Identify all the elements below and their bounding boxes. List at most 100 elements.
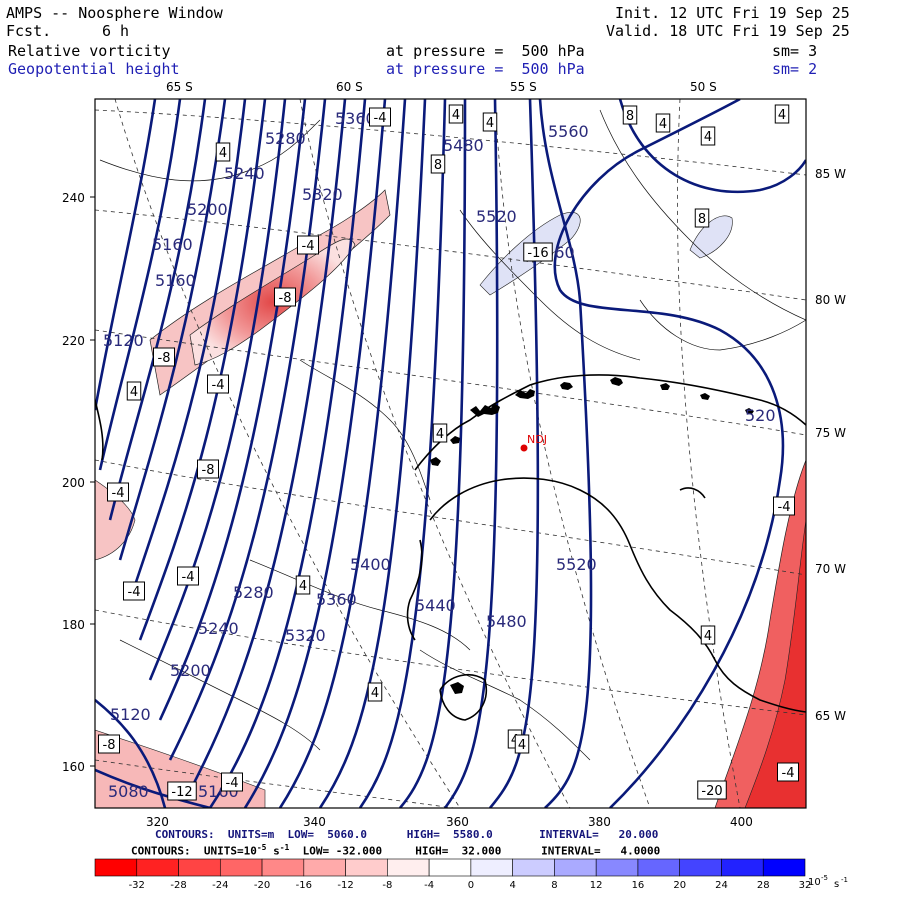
map-frame <box>94 98 807 809</box>
lat-labels-top: 65 S 60 S 55 S 50 S <box>166 80 717 94</box>
y-axis-ticks: 240 220 200 180 160 <box>62 191 95 774</box>
field2-level: at pressure = 500 hPa <box>386 60 585 78</box>
vorticity-label-text: 4 <box>778 108 786 123</box>
colorbar-swatch <box>345 858 388 877</box>
lon-label-65w: 65 W <box>815 709 846 723</box>
colorbar-label: 12 <box>590 880 603 891</box>
y-tick-180: 180 <box>62 618 85 632</box>
contour-note-height: CONTOURS: UNITS=m LOW= 5060.0 HIGH= 5580… <box>155 828 658 841</box>
colorbar-label: -16 <box>296 880 312 891</box>
colorbar-swatch <box>387 858 430 877</box>
vorticity-label: -4 <box>123 581 145 601</box>
height-label: 5480 <box>486 612 527 631</box>
vorticity-label: 4 <box>215 142 231 162</box>
colorbar-swatch <box>94 858 138 877</box>
vorticity-label-text: -4 <box>782 766 795 781</box>
colorbar-swatch <box>595 858 639 877</box>
x-tick-340: 340 <box>303 815 326 829</box>
lon-label-80w: 80 W <box>815 293 846 307</box>
contour-note-height-high: HIGH= 5580.0 <box>406 828 493 841</box>
height-label: 520 <box>745 406 776 425</box>
vorticity-label-text: 4 <box>518 738 526 753</box>
coastline <box>95 374 806 721</box>
colorbar-swatch <box>679 858 722 877</box>
colorbar-label: -8 <box>382 880 392 891</box>
vorticity-label: 4 <box>367 682 383 702</box>
colorbar-label: -28 <box>170 880 186 891</box>
height-label: 5080 <box>108 782 149 801</box>
colorbar-swatch <box>219 858 263 877</box>
contour-note-height-units: UNITS=m <box>227 828 275 841</box>
contour-note-vort-high: HIGH= 32.000 <box>415 844 502 858</box>
height-label: 5240 <box>198 619 239 638</box>
vorticity-label-text: -4 <box>302 239 315 254</box>
height-label: 5520 <box>476 207 517 226</box>
vorticity-label-text: 4 <box>704 629 712 644</box>
colorbar-label: -32 <box>129 880 145 891</box>
vorticity-label-text: 4 <box>659 117 667 132</box>
y-tick-220: 220 <box>62 334 85 348</box>
contour-note-vorticity: CONTOURS: UNITS=10-5 s-1 LOW= -32.000 HI… <box>131 843 660 858</box>
contour-note-height-interval: INTERVAL= 20.000 <box>539 828 659 841</box>
lon-label-85w: 85 W <box>815 167 846 181</box>
colorbar-label: -4 <box>424 880 434 891</box>
field2-smoothing: sm= 2 <box>772 60 818 78</box>
vorticity-label: 4 <box>295 575 311 595</box>
colorbar-label: -24 <box>212 880 228 891</box>
contour-note-vort-units-s: s <box>273 844 280 858</box>
colorbar-swatch <box>512 858 555 877</box>
height-label: 5160 <box>152 235 193 254</box>
contour-note-height-prefix: CONTOURS: <box>155 828 215 841</box>
vorticity-core-west <box>189 238 356 366</box>
coastline-islands <box>430 377 754 694</box>
vorticity-label-text: 8 <box>434 158 442 173</box>
vorticity-label-text: 4 <box>452 108 460 123</box>
forecast-label: Fcst. <box>6 22 52 40</box>
height-label: 5560 <box>548 122 589 141</box>
height-label: 5280 <box>265 129 306 148</box>
vorticity-label: -4 <box>773 496 795 516</box>
height-label: 5120 <box>103 331 144 350</box>
x-tick-400: 400 <box>730 815 753 829</box>
contour-note-vort-units: UNITS=10 <box>203 844 257 858</box>
vorticity-label-text: 4 <box>436 427 444 442</box>
vorticity-label-text: -4 <box>112 486 125 501</box>
vorticity-positive-ne <box>689 215 733 259</box>
x-axis-ticks: 320 340 360 380 400 <box>146 815 753 829</box>
height-label: 5360 <box>335 109 376 128</box>
colorbar-label: 28 <box>757 880 770 891</box>
height-label: 5440 <box>415 596 456 615</box>
vorticity-label: -8 <box>153 347 175 367</box>
colorbar-label: 0 <box>468 880 474 891</box>
x-tick-320: 320 <box>146 815 169 829</box>
vorticity-band-east-inner <box>744 519 806 808</box>
lon-label-75w: 75 W <box>815 426 846 440</box>
field1-smoothing: sm= 3 <box>772 42 818 60</box>
vorticity-label-text: -8 <box>202 463 215 478</box>
lat-label-65s: 65 S <box>166 80 193 94</box>
station-marker <box>520 444 528 452</box>
colorbar-swatch <box>178 858 221 877</box>
vorticity-label: -8 <box>274 287 296 307</box>
lat-label-55s: 55 S <box>510 80 537 94</box>
height-label: 5200 <box>170 661 211 680</box>
vorticity-label-text: 4 <box>299 579 307 594</box>
vorticity-label: 8 <box>622 105 638 125</box>
colorbar-swatch <box>637 858 681 877</box>
vorticity-label-text: 4 <box>219 146 227 161</box>
colorbar-label: -12 <box>337 880 353 891</box>
colorbar: -32 -28 -24 -20 -16 -12 -8 -4 0 4 8 12 16 20 24 28 3210-… <box>94 858 848 891</box>
contour-note-vort-interval: INTERVAL= 4.0000 <box>541 844 661 858</box>
colorbar-units-exp: -5 <box>821 874 828 882</box>
vorticity-label-text: -4 <box>212 378 225 393</box>
height-label: 5200 <box>187 200 228 219</box>
field2-name: Geopotential height <box>8 60 180 78</box>
vorticity-label: 4 <box>700 625 716 645</box>
lat-label-50s: 50 S <box>690 80 717 94</box>
colorbar-label: 32 <box>799 880 812 891</box>
init-time: Init. 12 UTC Fri 19 Sep 25 <box>615 4 850 22</box>
height-contours <box>95 99 806 808</box>
vorticity-label: 4 <box>514 734 530 754</box>
